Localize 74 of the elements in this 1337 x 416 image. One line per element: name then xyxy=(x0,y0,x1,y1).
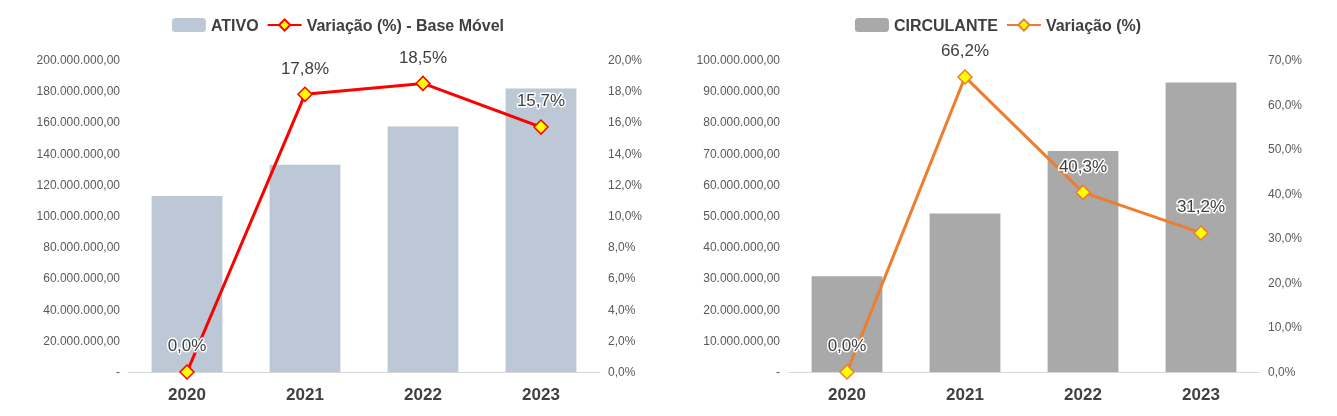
y-tick-label: 100.000.000,00 xyxy=(696,53,781,67)
y-tick-label: 50.000.000,00 xyxy=(703,209,781,223)
y2-tick-label: 0,0% xyxy=(608,365,636,379)
x-tick-label: 2021 xyxy=(946,385,984,404)
bar xyxy=(151,195,223,372)
y-tick-label: 20.000.000,00 xyxy=(703,302,781,317)
y-tick-label: - xyxy=(776,365,780,379)
y-tick-label: 40.000.000,00 xyxy=(703,240,781,255)
y-tick-label: 30.000.000,00 xyxy=(703,271,781,286)
point xyxy=(415,75,431,92)
x-tick-label: 2022 xyxy=(404,385,442,404)
y-tick-label: 40.000.000,00 xyxy=(43,302,121,317)
y2-tick-label: 10,0% xyxy=(1268,320,1303,335)
y2-tick-label: 40,0% xyxy=(1268,186,1303,201)
x-tick-label: 2021 xyxy=(286,385,324,404)
data-label: 31,2% xyxy=(1176,197,1226,217)
x-tick-label: 2023 xyxy=(522,385,560,404)
data-label: 15,7% xyxy=(516,91,566,111)
point xyxy=(839,364,855,380)
point xyxy=(957,69,973,85)
y2-tick-label: 18,0% xyxy=(608,84,643,99)
point xyxy=(297,86,313,103)
point xyxy=(1075,184,1091,201)
y2-tick-label: 0,0% xyxy=(1268,365,1296,379)
y-tick-label: 200.000.000,00 xyxy=(36,53,121,67)
point xyxy=(533,119,549,135)
y-tick-label: 140.000.000,00 xyxy=(36,146,121,161)
y-tick-label: 160.000.000,00 xyxy=(36,115,121,130)
y2-tick-label: 16,0% xyxy=(608,115,643,130)
y2-tick-label: 6,0% xyxy=(608,271,636,286)
data-label: 17,8% xyxy=(280,58,330,78)
y2-tick-label: 8,0% xyxy=(608,240,636,255)
bar xyxy=(505,88,577,372)
y-tick-label: 60.000.000,00 xyxy=(703,177,781,192)
bar xyxy=(1047,151,1119,372)
y2-tick-label: 30,0% xyxy=(1268,231,1303,246)
y-tick-label: 80.000.000,00 xyxy=(43,240,121,255)
y2-tick-label: 12,0% xyxy=(608,177,643,192)
y-tick-label: 70.000.000,00 xyxy=(703,146,781,161)
y2-tick-label: 60,0% xyxy=(1268,97,1303,112)
bar xyxy=(387,126,459,372)
bar xyxy=(1165,82,1237,372)
y-tick-label: 10.000.000,00 xyxy=(703,333,781,348)
y2-tick-label: 10,0% xyxy=(608,209,643,223)
y-tick-label: 60.000.000,00 xyxy=(43,271,121,286)
y2-tick-label: 2,0% xyxy=(608,333,636,348)
y2-tick-label: 20,0% xyxy=(1268,275,1303,290)
y2-tick-label: 50,0% xyxy=(1268,142,1303,157)
point xyxy=(1193,225,1209,241)
point xyxy=(179,364,195,380)
x-tick-label: 2023 xyxy=(1182,385,1220,404)
legend-label: ATIVO xyxy=(210,16,259,34)
y-tick-label: 20.000.000,00 xyxy=(43,333,121,348)
y-tick-label: 120.000.000,00 xyxy=(36,177,121,192)
bar xyxy=(929,213,1001,372)
y-tick-label: - xyxy=(116,365,120,379)
x-tick-label: 2020 xyxy=(828,385,866,404)
data-label: 66,2% xyxy=(940,41,990,61)
y2-tick-label: 20,0% xyxy=(608,53,643,67)
y-tick-label: 180.000.000,00 xyxy=(36,84,121,99)
y-tick-label: 100.000.000,00 xyxy=(36,209,121,223)
data-label: 18,5% xyxy=(398,47,448,67)
y-tick-label: 80.000.000,00 xyxy=(703,115,781,130)
y2-tick-label: 4,0% xyxy=(608,302,636,317)
legend-label: Variação (%) xyxy=(1045,16,1142,34)
x-tick-label: 2020 xyxy=(168,385,206,404)
y2-tick-label: 14,0% xyxy=(608,146,643,161)
bar xyxy=(269,164,341,372)
legend-label: Variação (%) - Base Móvel xyxy=(306,16,505,34)
x-tick-label: 2022 xyxy=(1064,385,1102,404)
legend-label: CIRCULANTE xyxy=(893,16,999,34)
y2-tick-label: 70,0% xyxy=(1268,53,1303,67)
data-label: 40,3% xyxy=(1058,156,1108,176)
y-tick-label: 90.000.000,00 xyxy=(703,84,781,99)
